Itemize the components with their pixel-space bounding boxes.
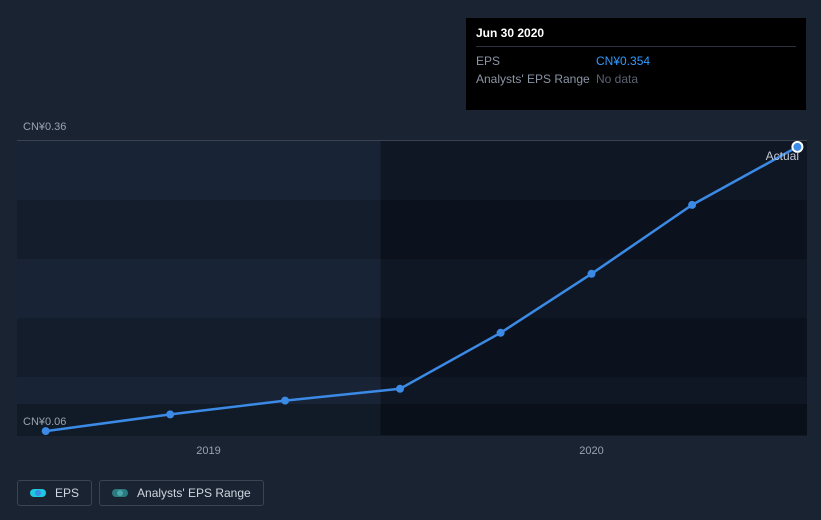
legend-dot-icon <box>35 490 41 496</box>
chart-svg <box>17 141 807 436</box>
tooltip-row: Analysts' EPS RangeNo data <box>476 70 796 88</box>
tooltip-date: Jun 30 2020 <box>476 26 796 47</box>
series-marker[interactable] <box>166 410 174 418</box>
series-line <box>46 147 798 431</box>
y-axis-label: CN¥0.36 <box>23 121 66 133</box>
legend-label: EPS <box>55 486 79 500</box>
tooltip-row-value: CN¥0.354 <box>596 54 650 68</box>
tooltip-row-value: No data <box>596 72 638 86</box>
series-marker[interactable] <box>588 270 596 278</box>
series-marker[interactable] <box>396 385 404 393</box>
series-marker[interactable] <box>497 329 505 337</box>
tooltip-row-label: EPS <box>476 54 596 68</box>
actual-region-label: Actual <box>766 149 799 163</box>
series-marker[interactable] <box>688 201 696 209</box>
tooltip-row-label: Analysts' EPS Range <box>476 72 596 86</box>
y-axis-label: CN¥0.06 <box>23 416 66 428</box>
legend-label: Analysts' EPS Range <box>137 486 251 500</box>
tooltip-row: EPSCN¥0.354 <box>476 52 796 70</box>
legend-item[interactable]: EPS <box>17 480 92 506</box>
chart-tooltip: Jun 30 2020 EPSCN¥0.354Analysts' EPS Ran… <box>466 18 806 110</box>
legend-item[interactable]: Analysts' EPS Range <box>99 480 264 506</box>
legend-swatch-icon <box>112 489 128 497</box>
x-axis: 2019 2020 <box>17 445 807 465</box>
legend-dot-icon <box>117 490 123 496</box>
series-marker[interactable] <box>281 397 289 405</box>
x-axis-label: 2019 <box>196 445 220 457</box>
eps-chart: CN¥0.36 CN¥0.06 Actual <box>17 120 807 455</box>
plot-area[interactable]: Actual <box>17 140 807 435</box>
chart-legend: EPS Analysts' EPS Range <box>17 480 264 506</box>
series-marker[interactable] <box>42 427 50 435</box>
x-axis-label: 2020 <box>579 445 603 457</box>
legend-swatch-icon <box>30 489 46 497</box>
